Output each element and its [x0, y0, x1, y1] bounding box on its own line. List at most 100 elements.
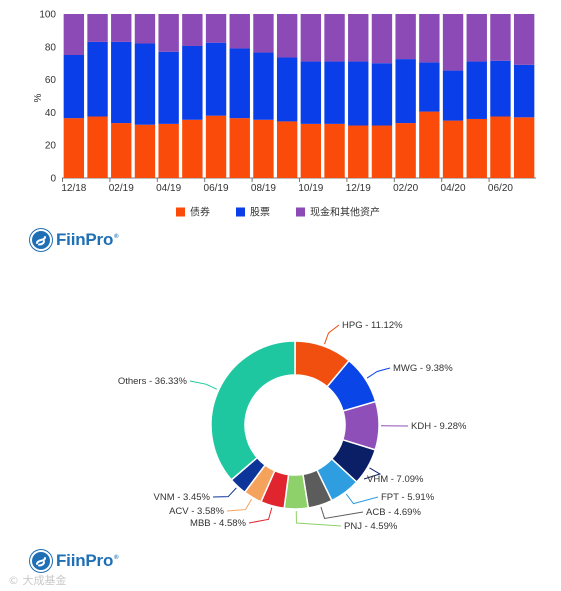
y-tick-label: 0: [50, 174, 56, 185]
bar-segment: [134, 124, 156, 178]
bar-segment: [87, 41, 108, 117]
bar-segment: [395, 59, 416, 124]
bar-segment: [466, 14, 487, 62]
bar-segment: [348, 61, 369, 126]
label-connector: [295, 510, 342, 527]
fiinpro-logo-icon: [30, 229, 52, 251]
watermark: © 大成基金: [8, 574, 67, 587]
fiinpro-logo-text: FiinPro®: [56, 551, 119, 570]
bar-segment: [371, 63, 393, 126]
bar-segment: [300, 14, 322, 62]
allocation-bar-chart: % 0 20 40 60 80 100 12/18 02/19 04/19 06/19 08/19 10…: [33, 10, 536, 219]
bar-segment: [276, 57, 298, 122]
label-connector: [366, 367, 391, 379]
bar-segment: [276, 14, 298, 58]
label-connector: [320, 506, 364, 520]
bar-segment: [111, 14, 132, 42]
y-tick-label: 80: [45, 42, 57, 53]
bar-segment: [229, 48, 250, 119]
bar-segment: [513, 64, 535, 118]
bar-segment: [442, 70, 464, 121]
legend-label: 债券: [190, 206, 210, 219]
bar-segment: [63, 55, 85, 119]
slice-label: KDH - 9.28%: [411, 421, 467, 432]
x-tick-label: 08/19: [251, 183, 276, 194]
fiinpro-logo-icon: [30, 550, 52, 572]
legend-label: 现金和其他资产: [310, 206, 380, 219]
x-tick-label: 02/19: [109, 183, 134, 194]
bar-segment: [442, 14, 464, 71]
label-connector: [248, 507, 273, 524]
bar-segment: [348, 14, 369, 62]
slice-label: MBB - 4.58%: [190, 518, 247, 529]
label-connector: [226, 498, 252, 512]
bar-segment: [182, 45, 203, 120]
bar-segment: [466, 61, 487, 119]
bar-segment: [87, 116, 108, 178]
slice-label: ACV - 3.58%: [169, 506, 224, 517]
bar-segment: [324, 61, 345, 124]
x-tick-label: 06/20: [488, 183, 513, 194]
label-connector: [363, 467, 382, 480]
x-tick-label: 12/18: [61, 183, 86, 194]
bar-segment: [253, 14, 274, 53]
legend-swatch: [176, 207, 185, 217]
bar-segment: [111, 41, 132, 124]
bar-segment: [276, 121, 298, 178]
bar-segment: [63, 118, 85, 178]
slice-label: VNM - 3.45%: [154, 492, 211, 503]
label-connector: [212, 487, 237, 498]
bar-segment: [466, 118, 487, 178]
bar-segment: [158, 51, 179, 124]
bar-segment: [205, 14, 227, 43]
bar-segment: [158, 14, 179, 52]
x-tick-label: 04/20: [441, 183, 466, 194]
bar-segment: [513, 117, 535, 178]
holdings-donut-chart: HPG - 11.12% MWG - 9.38% KDH - 9.28% VHM - …: [118, 320, 467, 532]
slice-label: VHM - 7.09%: [367, 474, 424, 485]
x-tick-label: 02/20: [393, 183, 418, 194]
bar-segment: [158, 123, 179, 178]
x-tick-label: 04/19: [156, 183, 181, 194]
y-tick-label: 40: [45, 108, 57, 119]
fiinpro-logo-text: FiinPro®: [56, 230, 119, 249]
bar-segment: [419, 62, 440, 112]
bar-segment: [324, 14, 345, 62]
bar-segment: [419, 111, 440, 178]
legend-swatch: [296, 207, 305, 217]
bar-segment: [63, 14, 85, 55]
y-tick-label: 100: [39, 10, 56, 21]
bar-segment: [205, 42, 227, 116]
slice-label: MWG - 9.38%: [393, 363, 453, 374]
bar-segment: [182, 14, 203, 46]
bar-segment: [253, 52, 274, 120]
fiinpro-logo-bottom: FiinPro®: [30, 549, 119, 573]
bar-segment: [229, 14, 250, 49]
bar-segment: [134, 43, 156, 125]
fiinpro-logo-top: FiinPro®: [30, 228, 119, 252]
label-connector: [189, 380, 218, 390]
legend-swatch: [236, 207, 245, 217]
y-axis-label: %: [33, 93, 44, 102]
donut-slice: [210, 340, 296, 481]
bar-segment: [513, 14, 535, 65]
bar-segment: [348, 125, 369, 178]
bar-segment: [371, 14, 393, 64]
bar-segment: [490, 116, 511, 178]
slice-label: HPG - 11.12%: [342, 320, 403, 331]
bar-segment: [229, 118, 250, 178]
x-tick-label: 06/19: [204, 183, 229, 194]
label-connector: [323, 324, 340, 345]
legend-label: 股票: [250, 207, 270, 219]
bar-segment: [205, 115, 227, 178]
y-tick-label: 20: [45, 141, 57, 152]
x-tick-label: 10/19: [298, 183, 323, 194]
slice-label: FPT - 5.91%: [381, 492, 435, 503]
bar-segment: [490, 60, 511, 117]
bar-segment: [87, 14, 108, 42]
bar-segment: [300, 61, 322, 124]
bar-segment: [490, 14, 511, 61]
bar-segment: [395, 14, 416, 60]
bar-segment: [111, 123, 132, 178]
bar-segment: [442, 120, 464, 178]
